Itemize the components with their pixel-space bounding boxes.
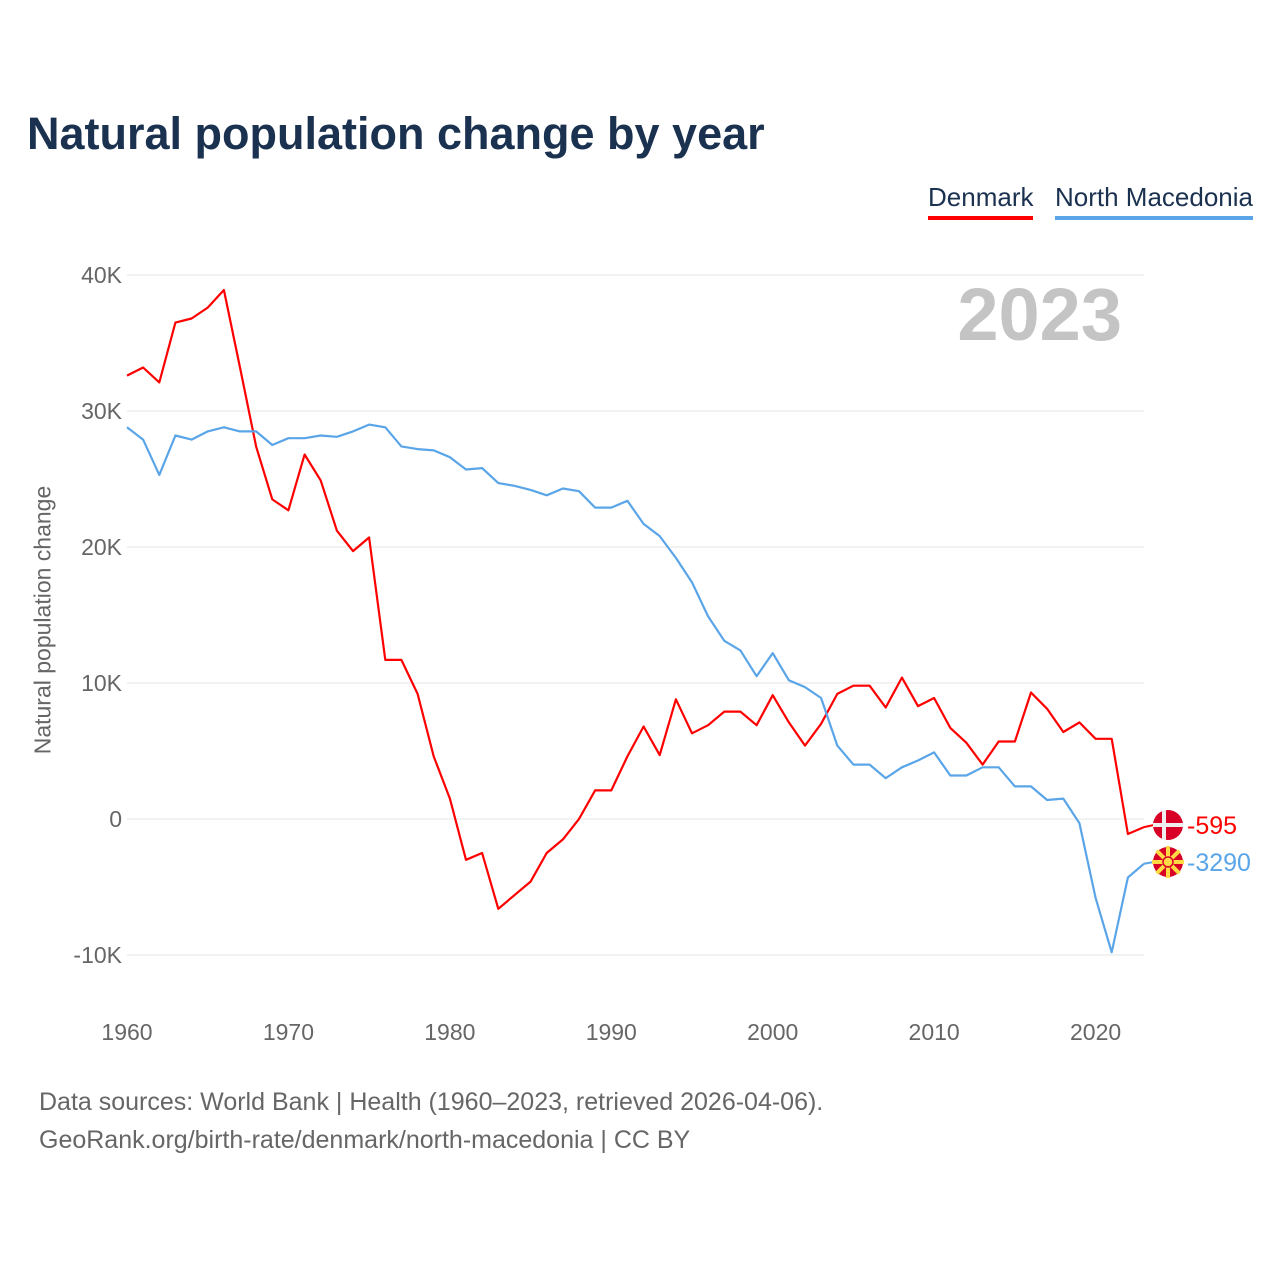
y-tick-label: 10K	[81, 670, 123, 696]
year-display: 2023	[957, 273, 1122, 356]
end-value-label: -3290	[1187, 849, 1251, 877]
end-connector	[1143, 824, 1155, 829]
legend-north-macedonia[interactable]: North Macedonia	[1055, 182, 1253, 220]
x-tick-label: 1960	[101, 1019, 152, 1045]
flag-sun	[1162, 856, 1174, 868]
denmark-flag-cross	[1162, 810, 1166, 840]
x-tick-label: 1990	[586, 1019, 637, 1045]
y-tick-label: 20K	[81, 534, 123, 560]
series-line-denmark	[126, 288, 1145, 910]
footer-sources: Data sources: World Bank | Health (1960–…	[39, 1088, 824, 1116]
y-tick-label: 0	[109, 806, 122, 832]
chart-title: Natural population change by year	[27, 108, 765, 159]
series-line-north-macedonia	[126, 423, 1145, 954]
legend-denmark[interactable]: Denmark	[928, 182, 1034, 220]
footer-link[interactable]: GeoRank.org/birth-rate/denmark/north-mac…	[39, 1126, 691, 1154]
y-tick-label: -10K	[73, 942, 122, 968]
x-tick-label: 1980	[424, 1019, 475, 1045]
end-value-label: -595	[1187, 812, 1237, 840]
x-tick-label: 2020	[1070, 1019, 1121, 1045]
y-tick-label: 30K	[81, 398, 123, 424]
x-tick-label: 2010	[909, 1019, 960, 1045]
denmark-flag-cross	[1153, 823, 1183, 827]
x-tick-label: 1970	[263, 1019, 314, 1045]
y-tick-label: 40K	[81, 262, 123, 288]
x-tick-label: 2000	[747, 1019, 798, 1045]
